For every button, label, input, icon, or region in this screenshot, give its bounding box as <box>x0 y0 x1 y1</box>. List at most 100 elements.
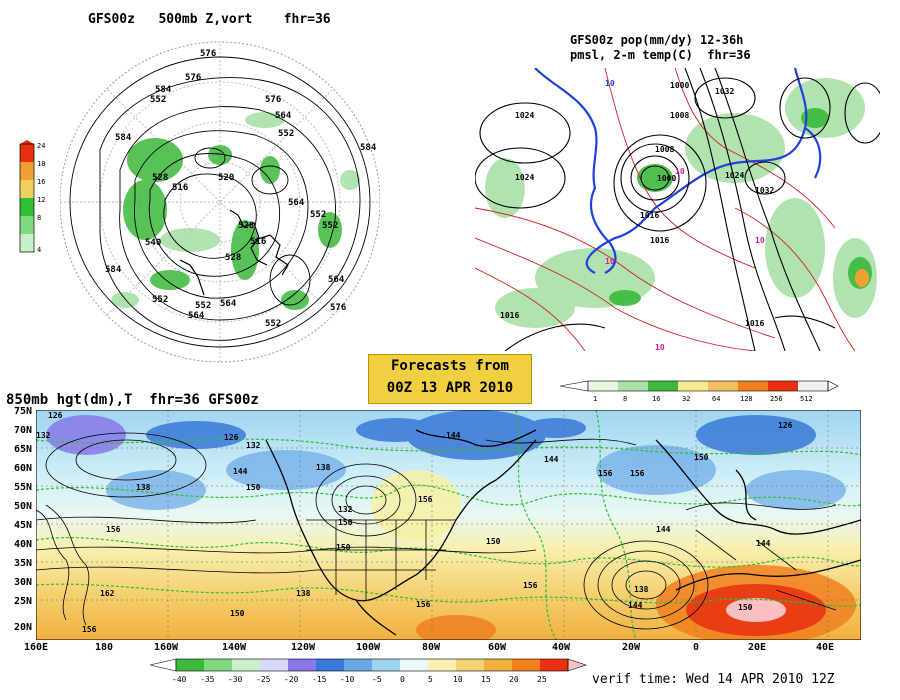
lat-label: 20N <box>13 622 32 633</box>
main-contour-label: 144 <box>233 467 248 476</box>
temp-legend-label: 25 <box>537 675 547 684</box>
polar-contour-label: 552 <box>265 319 281 329</box>
polar-contour-label: 552 <box>278 129 294 139</box>
main-contour-label: 156 <box>598 469 613 478</box>
lon-label: 60W <box>488 642 507 653</box>
precip-label: 10 <box>605 79 615 88</box>
verif-time: verif time: Wed 14 APR 2010 12Z <box>592 672 835 687</box>
lat-label: 35N <box>13 558 32 569</box>
main-contour-label: 144 <box>756 539 771 548</box>
lat-label: 30N <box>13 577 32 588</box>
main-contour-label: 150 <box>336 543 351 552</box>
lon-axis: 160E 180 160W 140W 120W 100W 80W 60W 40W… <box>0 642 880 656</box>
precip-label: 1000 <box>657 174 676 183</box>
precip-legend-label: 32 <box>682 395 690 403</box>
polar-contour-label: 584 <box>105 265 122 275</box>
temp-legend-label: -10 <box>340 675 355 684</box>
polar-contour-label: 576 <box>185 73 201 83</box>
main-contour-label: 144 <box>628 601 643 610</box>
main-contour-label: 138 <box>634 585 649 594</box>
polar-panel-title: GFS00z 500mb Z,vort fhr=36 <box>88 12 331 27</box>
main-panel-title: 850mb hgt(dm),T fhr=36 GFS00z <box>6 392 259 408</box>
polar-contour-label: 520 <box>218 173 234 183</box>
precip-label: 10 <box>605 257 615 266</box>
precip-label: 10 <box>655 343 665 351</box>
polar-legend-label: 12 <box>37 196 45 204</box>
polar-contour-label: 564 <box>188 311 205 321</box>
precip-label: 1016 <box>640 211 659 220</box>
lon-label: 140W <box>222 642 247 653</box>
polar-map: 576 576 584 552 576 564 552 528 520 516 … <box>60 41 380 363</box>
lon-label: 40W <box>552 642 571 653</box>
polar-contour-label: 516 <box>172 183 188 193</box>
lon-label: 160W <box>154 642 179 653</box>
main-contour-label: 156 <box>106 525 121 534</box>
polar-contour-label: 528 <box>225 253 241 263</box>
main-map: 126 132 138 126 132 144 138 150 144 156 … <box>36 410 861 640</box>
polar-legend-label: 24 <box>37 142 45 150</box>
polar-vort-legend: 24 18 16 12 8 4 <box>19 140 45 254</box>
lat-label: 50N <box>13 501 32 512</box>
main-contour-label: 150 <box>738 603 753 612</box>
lat-label: 70N <box>13 425 32 436</box>
lon-label: 160E <box>24 642 49 653</box>
lat-axis: 75N 70N 65N 60N 55N 50N 45N 40N 35N 30N … <box>0 406 34 641</box>
main-contour-label: 132 <box>246 441 261 450</box>
precip-map: 1024 1024 1000 1008 1008 1000 1016 1024 … <box>475 68 880 351</box>
lon-label: 120W <box>291 642 316 653</box>
lat-label: 60N <box>13 463 32 474</box>
temp-legend-label: 20 <box>509 675 519 684</box>
temp-legend-label: 10 <box>453 675 463 684</box>
lat-label: 65N <box>13 444 32 455</box>
precip-label: 1024 <box>725 171 744 180</box>
polar-legend-label: 4 <box>37 246 41 254</box>
main-contour-label: 156 <box>82 625 97 634</box>
polar-contour-label: 552 <box>152 295 168 305</box>
main-contour-label: 144 <box>446 431 461 440</box>
main-contour-label: 132 <box>338 505 353 514</box>
temp-legend-label: 15 <box>481 675 491 684</box>
precip-label: 1016 <box>650 236 669 245</box>
precip-label: 1032 <box>715 87 734 96</box>
polar-contour-label: 552 <box>195 301 211 311</box>
temp-legend: -40 -35 -30 -25 -20 -15 -10 -5 0 5 10 15… <box>150 658 587 684</box>
main-contour-label: 150 <box>230 609 245 618</box>
temp-legend-label: -25 <box>256 675 271 684</box>
polar-contour-label: 576 <box>330 303 346 313</box>
precip-legend-label: 128 <box>740 395 753 403</box>
precip-legend-label: 64 <box>712 395 720 403</box>
lon-label: 180 <box>95 642 114 653</box>
main-contour-label: 162 <box>100 589 115 598</box>
forecast-banner: Forecasts from 00Z 13 APR 2010 <box>368 354 532 404</box>
main-contour-label: 144 <box>656 525 671 534</box>
polar-contour-label: 552 <box>310 210 326 220</box>
lon-label: 20E <box>748 642 767 653</box>
polar-contour-label: 576 <box>265 95 281 105</box>
precip-legend-label: 16 <box>652 395 660 403</box>
temp-legend-label: -40 <box>172 675 187 684</box>
polar-contour-label: 552 <box>322 221 338 231</box>
precip-label: 10 <box>755 236 765 245</box>
polar-contour-label: 564 <box>220 299 237 309</box>
precip-label: 1024 <box>515 173 534 182</box>
polar-contour-label: 528 <box>152 173 168 183</box>
lat-label: 25N <box>13 596 32 607</box>
main-contour-label: 144 <box>544 455 559 464</box>
main-contour-label: 132 <box>36 431 51 440</box>
lon-label: 80W <box>422 642 441 653</box>
temp-legend-label: -30 <box>228 675 243 684</box>
lat-label: 55N <box>13 482 32 493</box>
precip-legend: 1 8 16 32 64 128 256 512 <box>560 380 839 403</box>
main-contour-label: 156 <box>418 495 433 504</box>
main-contour-label: 126 <box>48 411 63 420</box>
precip-panel-title-2: pmsl, 2-m temp(C) fhr=36 <box>570 48 751 62</box>
banner-line-1: Forecasts from <box>390 358 509 374</box>
temp-legend-label: 0 <box>400 675 405 684</box>
main-contour-label: 156 <box>523 581 538 590</box>
polar-contour-label: 552 <box>150 95 166 105</box>
main-contour-label: 150 <box>246 483 261 492</box>
polar-contour-label: 540 <box>145 238 161 248</box>
temp-legend-label: 5 <box>428 675 433 684</box>
precip-label: 1016 <box>745 319 764 328</box>
precip-label: 10 <box>675 167 685 176</box>
